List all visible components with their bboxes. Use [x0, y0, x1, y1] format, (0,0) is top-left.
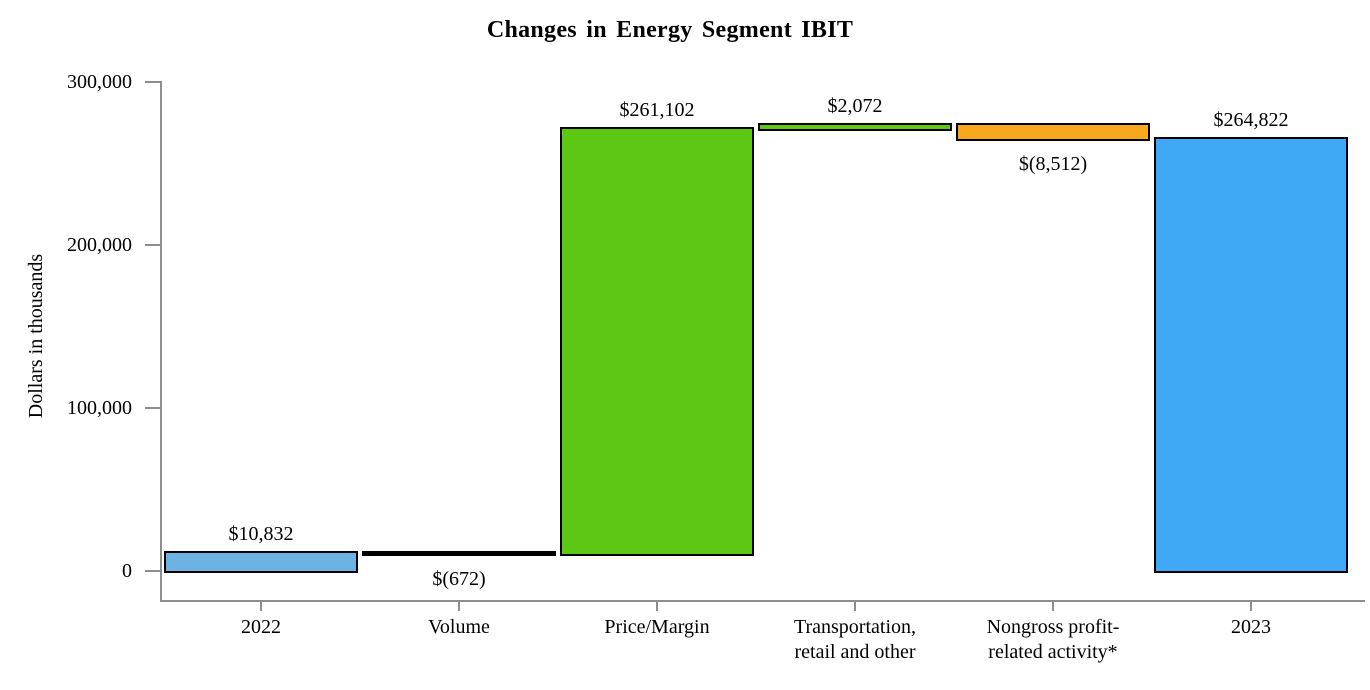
x-axis-category-label: Transportation, retail and other — [756, 615, 954, 665]
y-tick-label: 200,000 — [67, 234, 132, 256]
x-axis-category-label: Volume — [360, 615, 558, 640]
bar-value-label: $264,822 — [1213, 109, 1289, 132]
x-axis-line — [160, 600, 1365, 602]
y-axis-line — [160, 81, 162, 602]
x-axis-category-label-line: Nongross profit- — [986, 616, 1120, 638]
x-axis-category-label-line: retail and other — [794, 641, 916, 663]
y-tick-label: 300,000 — [67, 71, 132, 93]
bar-value-label: $(8,512) — [1018, 153, 1088, 176]
bar-value-label: $10,832 — [228, 523, 294, 546]
waterfall-bar-2022 — [164, 551, 358, 573]
x-tick — [1052, 602, 1054, 611]
waterfall-bar-nongross-profit-related-activity- — [956, 123, 1150, 142]
x-tick — [656, 602, 658, 611]
x-axis-category-label: 2023 — [1152, 615, 1350, 640]
y-tick — [145, 570, 161, 572]
chart-title: Changes in Energy Segment IBIT — [486, 17, 854, 43]
x-axis-category-label-line: related activity* — [988, 641, 1118, 663]
x-axis-category-label-line: 2022 — [241, 616, 281, 638]
x-axis-category-label-line: 2023 — [1231, 616, 1271, 638]
waterfall-bar-transportation-retail-and-other — [758, 123, 952, 131]
waterfall-bar-2023 — [1154, 137, 1348, 573]
x-axis-category-label-line: Transportation, — [793, 616, 917, 638]
bar-value-label: $2,072 — [827, 95, 883, 118]
x-axis-category-label: 2022 — [162, 615, 360, 640]
x-tick — [260, 602, 262, 611]
y-tick-label: 100,000 — [67, 397, 132, 419]
waterfall-bar-volume — [362, 551, 556, 557]
x-tick — [854, 602, 856, 611]
y-tick-label: 0 — [122, 560, 132, 582]
y-tick — [145, 407, 161, 409]
bar-value-label: $(672) — [432, 568, 486, 591]
bar-value-label: $261,102 — [619, 98, 695, 121]
x-tick — [1250, 602, 1252, 611]
y-tick — [145, 81, 161, 83]
x-axis-category-label: Price/Margin — [558, 615, 756, 640]
waterfall-bar-price-margin — [560, 126, 754, 557]
x-tick — [458, 602, 460, 611]
x-axis-category-label-line: Volume — [428, 616, 490, 638]
y-tick — [145, 244, 161, 246]
x-axis-category-label-line: Price/Margin — [604, 616, 710, 638]
x-axis-category-label: Nongross profit-related activity* — [954, 615, 1152, 665]
